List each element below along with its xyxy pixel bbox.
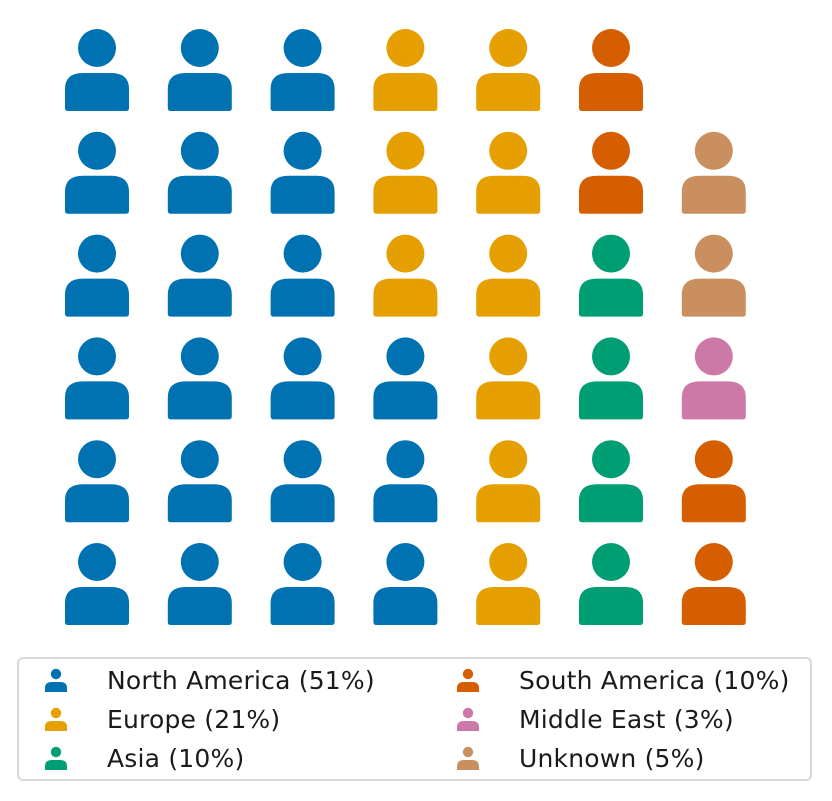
legend-label: North America (51%) (107, 665, 375, 695)
legend-entry-south-america: South America (10%) (455, 662, 790, 698)
person-icon-north-america (65, 440, 129, 523)
legend-entry-asia: Asia (10%) (43, 740, 244, 776)
person-icon-north-america (270, 337, 335, 420)
person-icon-north-america (65, 131, 129, 214)
legend-label: Middle East (3%) (519, 704, 734, 734)
legend-label: Europe (21%) (107, 704, 281, 734)
person-icon-asia (579, 440, 643, 523)
legend-label: South America (10%) (519, 665, 790, 695)
person-icon-europe (476, 29, 541, 111)
person-icon-north-america (373, 337, 438, 420)
person-icon-north-america (270, 234, 335, 317)
legend-entry-europe: Europe (21%) (43, 701, 280, 737)
person-icon-north-america (65, 543, 129, 625)
person-icon-north-america (270, 440, 335, 523)
person-icon-europe (476, 131, 541, 214)
person-icon-north-america (65, 234, 129, 317)
person-icon-north-america (270, 29, 335, 111)
waffle-grid (65, 29, 746, 625)
person-icon-north-america (167, 131, 232, 214)
legend: North America (51%) Europe (21%) Asia (1… (17, 657, 812, 781)
person-icon-north-america (65, 337, 129, 420)
person-icon-south-america (579, 131, 643, 214)
legend-label: Unknown (5%) (519, 743, 705, 773)
person-icon-north-america (270, 131, 335, 214)
person-icon-asia (579, 234, 643, 317)
person-icon (457, 746, 479, 770)
person-icon-asia (579, 543, 643, 625)
person-icon-north-america (167, 337, 232, 420)
person-icon-middle-east (681, 337, 746, 420)
person-icon-south-america (579, 29, 643, 111)
person-icon-north-america (373, 543, 438, 625)
person-icon-north-america (167, 543, 232, 625)
legend-entry-middle-east: Middle East (3%) (455, 701, 734, 737)
person-icon (45, 668, 67, 692)
person-icon (457, 668, 479, 692)
person-icon-north-america (65, 29, 129, 111)
person-icon-europe (373, 29, 438, 111)
person-icon-north-america (167, 29, 232, 111)
person-icon (457, 707, 479, 731)
person-icon-asia (579, 337, 643, 420)
person-icon-europe (476, 234, 541, 317)
person-icon-unknown (681, 234, 746, 317)
person-icon-unknown (681, 131, 746, 214)
legend-entry-north-america: North America (51%) (43, 662, 375, 698)
person-icon-europe (476, 440, 541, 523)
person-icon-europe (476, 543, 541, 625)
person-icon-north-america (167, 234, 232, 317)
person-icon-north-america (270, 543, 335, 625)
person-icon-south-america (681, 440, 746, 523)
person-icon-south-america (681, 543, 746, 625)
person-icon-europe (373, 234, 438, 317)
person-icon-north-america (373, 440, 438, 523)
person-icon-europe (476, 337, 541, 420)
person-icon (45, 746, 67, 770)
person-icon-europe (373, 131, 438, 214)
legend-entry-unknown: Unknown (5%) (455, 740, 705, 776)
person-icon-north-america (167, 440, 232, 523)
person-icon (45, 707, 67, 731)
legend-label: Asia (10%) (107, 743, 245, 773)
